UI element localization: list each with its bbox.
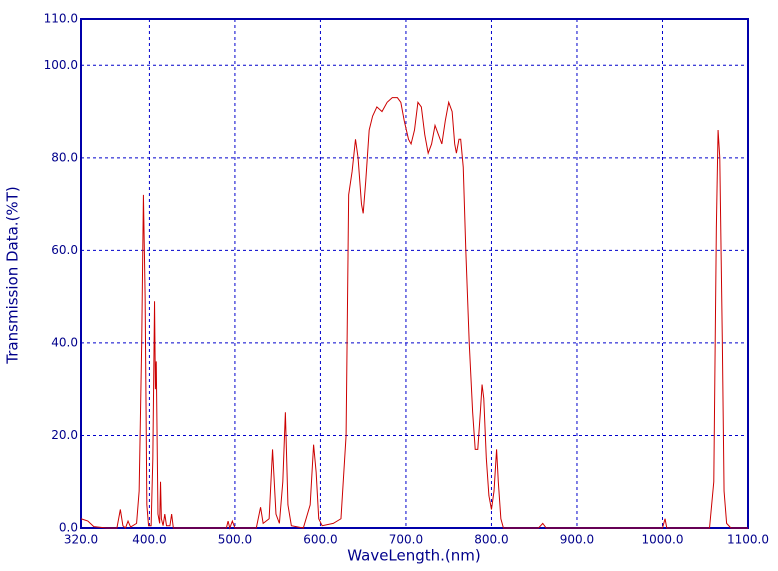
x-tick-label: 700.0: [389, 533, 423, 547]
y-tick-label: 20.0: [51, 428, 78, 442]
y-tick-label: 60.0: [51, 243, 78, 257]
x-tick-label: 600.0: [303, 533, 337, 547]
y-tick-label: 100.0: [44, 58, 78, 72]
y-tick-label: 0.0: [59, 521, 78, 535]
x-tick-label: 500.0: [218, 533, 252, 547]
x-tick-label: 400.0: [132, 533, 166, 547]
x-tick-label: 1000.0: [641, 533, 683, 547]
y-tick-label: 40.0: [51, 335, 78, 349]
plot-frame: [80, 18, 749, 529]
x-tick-label: 900.0: [560, 533, 594, 547]
x-tick-label: 800.0: [474, 533, 508, 547]
y-tick-label: 80.0: [51, 150, 78, 164]
y-tick-label: 110.0: [44, 12, 78, 26]
y-axis-label: Transmission Data.(%T): [4, 186, 22, 364]
x-axis-label: WaveLength.(nm): [347, 547, 481, 565]
spectrum-line: [80, 97, 748, 530]
x-tick-label: 1100.0: [727, 533, 769, 547]
x-tick-label: 320.0: [64, 533, 98, 547]
